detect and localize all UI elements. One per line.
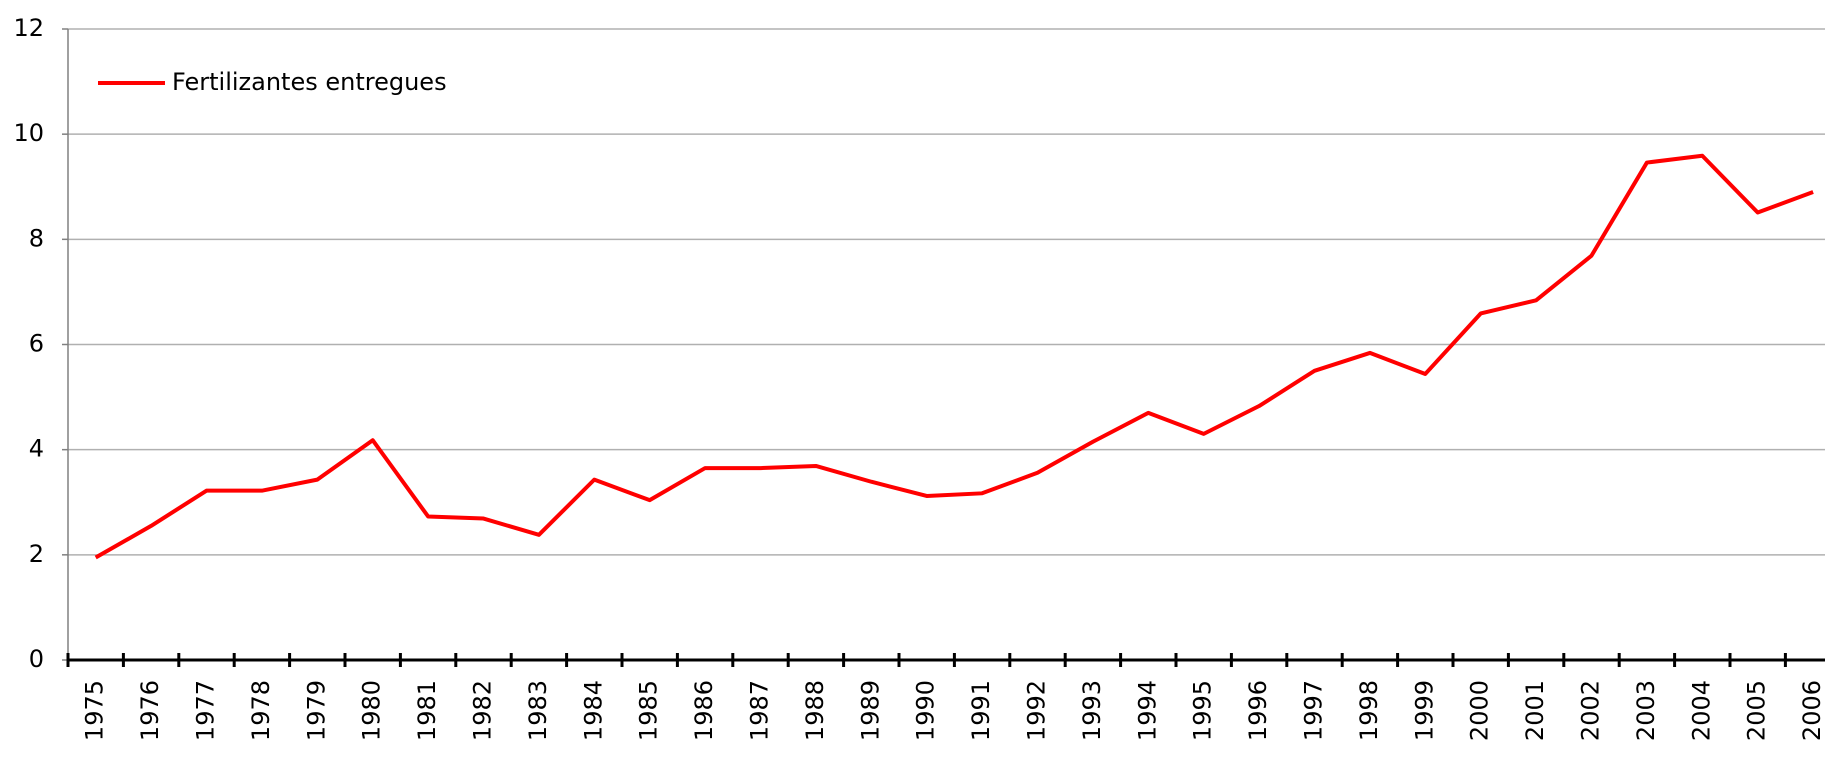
- x-tick-label: 1998: [1355, 680, 1383, 741]
- x-tick-label: 1981: [413, 680, 441, 741]
- x-tick-label: 1990: [912, 680, 940, 741]
- x-tick-label: 1983: [524, 680, 552, 741]
- x-tick-label: 1980: [358, 680, 386, 741]
- x-tick-label: 1987: [746, 680, 774, 741]
- y-tick-label: 12: [13, 14, 44, 42]
- x-tick-label: 1982: [469, 680, 497, 741]
- x-tick-label: 1995: [1189, 680, 1217, 741]
- y-tick-label: 2: [29, 540, 44, 568]
- x-tick-label: 2001: [1521, 680, 1549, 741]
- x-tick-label: 1991: [967, 680, 995, 741]
- y-tick-label: 8: [29, 224, 44, 252]
- x-tick-label: 1986: [690, 680, 718, 741]
- x-tick-label: 1993: [1078, 680, 1106, 741]
- x-tick-label: 2006: [1798, 680, 1825, 741]
- x-tick-label: 2005: [1743, 680, 1771, 741]
- y-tick-label: 10: [13, 119, 44, 147]
- x-tick-label: 1994: [1133, 680, 1161, 741]
- x-tick-label: 1976: [136, 680, 164, 741]
- x-tick-label: 1979: [302, 680, 330, 741]
- x-tick-label: 1989: [856, 680, 884, 741]
- x-tick-label: 1992: [1023, 680, 1051, 741]
- x-tick-label: 2004: [1687, 680, 1715, 741]
- data-line: [94, 153, 1814, 560]
- legend-label: Fertilizantes entregues: [172, 68, 447, 96]
- y-tick-label: 4: [29, 435, 44, 463]
- x-tick-label: 1984: [579, 680, 607, 741]
- y-tick-label: 0: [29, 645, 44, 673]
- x-tick-label: 2003: [1632, 680, 1660, 741]
- x-tick-label: 1997: [1300, 680, 1328, 741]
- x-tick-label: 1985: [635, 680, 663, 741]
- x-tick-label: 1975: [81, 680, 109, 741]
- x-tick-label: 1999: [1410, 680, 1438, 741]
- x-tick-label: 1978: [247, 680, 275, 741]
- y-tick-label: 6: [29, 330, 44, 358]
- x-tick-label: 1996: [1244, 680, 1272, 741]
- x-tick-label: 2002: [1577, 680, 1605, 741]
- x-tick-label: 2000: [1466, 680, 1494, 741]
- x-tick-label: 1988: [801, 680, 829, 741]
- x-tick-label: 1977: [192, 680, 220, 741]
